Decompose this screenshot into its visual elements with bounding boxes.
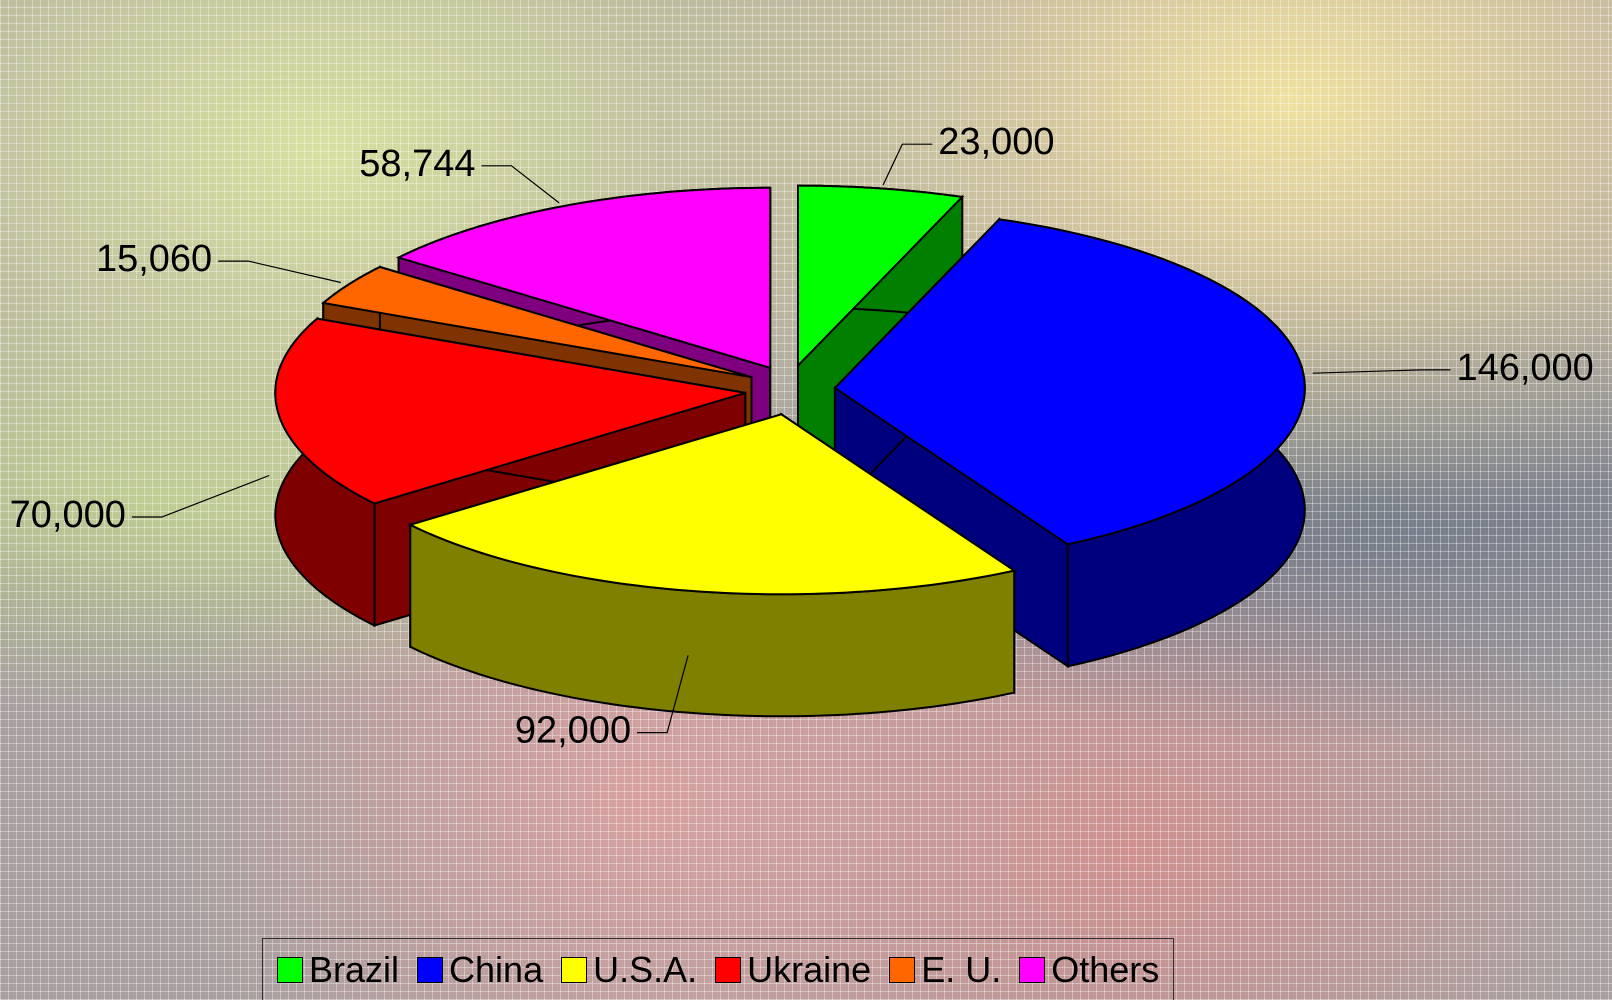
legend-item: U.S.A. [561, 949, 697, 991]
legend-swatch [561, 957, 587, 983]
legend-swatch [417, 957, 443, 983]
legend-label: Ukraine [747, 949, 871, 991]
legend-item: China [417, 949, 543, 991]
legend: Brazil China U.S.A. Ukraine E. U. Others [262, 938, 1174, 1000]
chart: 23,000 146,000 92,000 70,000 15,060 58,744 [0, 0, 1612, 1000]
legend-swatch [715, 957, 741, 983]
data-label: 70,000 [10, 494, 126, 536]
legend-swatch [277, 957, 303, 983]
legend-swatch [889, 957, 915, 983]
legend-label: Brazil [309, 949, 399, 991]
data-label: 15,060 [96, 238, 212, 280]
legend-label: Others [1051, 949, 1159, 991]
leader-line [482, 166, 560, 203]
legend-item: Others [1019, 949, 1159, 991]
legend-label: China [449, 949, 543, 991]
data-label: 92,000 [515, 710, 631, 752]
data-label: 58,744 [359, 143, 475, 185]
legend-label: E. U. [921, 949, 1001, 991]
legend-label: U.S.A. [593, 949, 697, 991]
legend-item: E. U. [889, 949, 1001, 991]
legend-swatch [1019, 957, 1045, 983]
data-label: 23,000 [938, 121, 1054, 163]
page: 23,000 146,000 92,000 70,000 15,060 58,744 Br… [0, 0, 1612, 1000]
leader-line [1313, 370, 1451, 373]
leader-line [132, 476, 269, 518]
legend-item: Brazil [277, 949, 399, 991]
data-label: 146,000 [1456, 347, 1593, 389]
leader-line [883, 144, 932, 185]
legend-item: Ukraine [715, 949, 871, 991]
leader-line [218, 261, 341, 282]
